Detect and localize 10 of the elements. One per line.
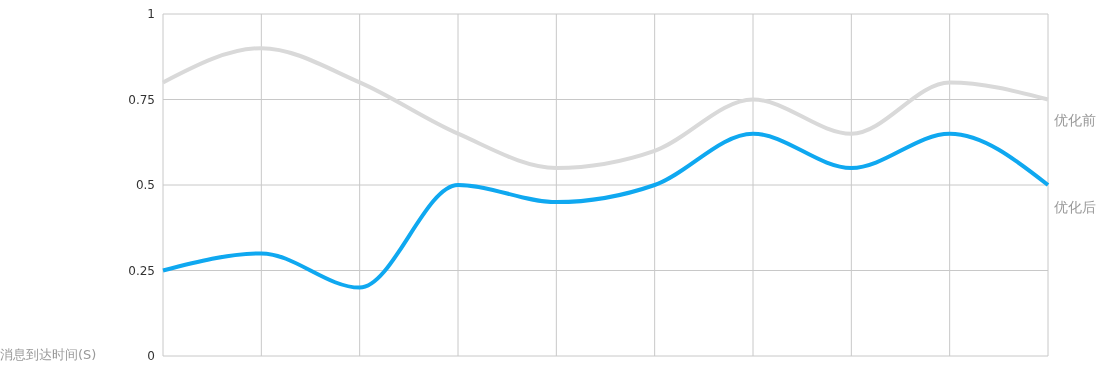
line-series [161, 46, 1050, 170]
series-label: 优化前 [1054, 111, 1096, 128]
line-series [161, 131, 1050, 290]
y-tick-label: 1 [147, 7, 155, 22]
y-tick-label: 0.5 [135, 178, 155, 193]
y-tick-label: 0.25 [128, 263, 155, 278]
series-label: 优化后 [1054, 199, 1096, 215]
y-axis-title: 消息到达时间(S) [0, 346, 97, 364]
y-tick-label: 0.75 [128, 92, 155, 107]
y-tick-label: 0 [147, 349, 155, 364]
